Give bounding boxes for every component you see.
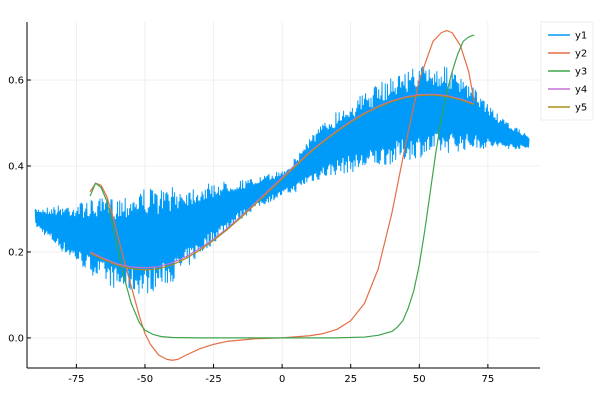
- series-line-y4: [89, 93, 475, 269]
- legend: y1 y2 y3 y4 y5: [540, 21, 594, 121]
- y-tick-label: 0.2: [8, 247, 24, 258]
- series-line-y3: [89, 34, 475, 339]
- x-tick-label: 25: [344, 374, 357, 385]
- series-y2: [89, 30, 475, 361]
- x-tick-label: 0: [279, 374, 285, 385]
- y-tick-label: 0.6: [8, 76, 24, 87]
- x-tick-label: 75: [482, 374, 495, 385]
- series-layer: [34, 30, 530, 361]
- series-line-y5: [89, 94, 475, 271]
- legend-label-y3: y3: [575, 67, 587, 78]
- series-line-y1: [34, 66, 530, 294]
- x-tick-label: -75: [68, 374, 84, 385]
- x-tick-label: -50: [137, 374, 153, 385]
- series-y5: [89, 94, 475, 271]
- x-tick-label: -25: [205, 374, 221, 385]
- legend-label-y2: y2: [575, 49, 587, 60]
- legend-label-y5: y5: [575, 103, 587, 114]
- x-tick-label: 50: [413, 374, 426, 385]
- x-ticks: -75 -50 -25 0 25 50 75: [68, 364, 494, 385]
- y-ticks: 0.0 0.2 0.4 0.6: [8, 76, 31, 344]
- legend-label-y1: y1: [575, 31, 587, 42]
- series-line-y2: [89, 30, 475, 361]
- series-y4: [89, 93, 475, 269]
- legend-label-y4: y4: [575, 85, 587, 96]
- y-tick-label: 0.0: [8, 333, 24, 344]
- series-y1: [34, 66, 530, 294]
- series-y3: [89, 34, 475, 339]
- y-tick-label: 0.4: [8, 161, 24, 172]
